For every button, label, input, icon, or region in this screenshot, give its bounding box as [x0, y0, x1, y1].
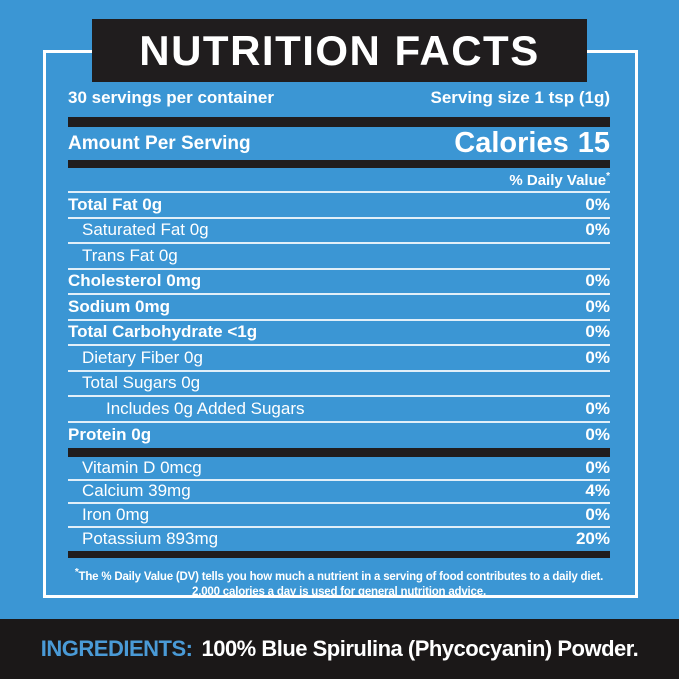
vitamin-value: 4%: [585, 481, 610, 501]
nutrient-value: 0%: [585, 220, 610, 240]
label-content: 30 servings per container Serving size 1…: [68, 88, 610, 599]
ingredients-text: 100% Blue Spirulina (Phycocyanin) Powder…: [201, 636, 639, 661]
nutrient-label: Saturated Fat 0g: [82, 220, 209, 240]
vitamin-row-potassium: Potassium 893mg 20%: [68, 528, 610, 552]
nutrient-label: Dietary Fiber 0g: [82, 347, 203, 367]
title-banner: NUTRITION FACTS: [92, 19, 587, 82]
ingredients-strip: INGREDIENTS: 100% Blue Spirulina (Phycoc…: [0, 619, 679, 679]
vitamin-row-iron: Iron 0mg 0%: [68, 504, 610, 528]
nutrient-label: Total Fat 0g: [68, 194, 163, 214]
vitamin-label: Iron 0mg: [82, 504, 150, 524]
footnote-text: The % Daily Value (DV) tells you how muc…: [78, 570, 604, 598]
serving-size: Serving size 1 tsp (1g): [430, 88, 611, 107]
nutrient-row-saturated-fat: Saturated Fat 0g 0%: [68, 219, 610, 244]
daily-value-label: % Daily Value: [509, 172, 607, 189]
servings-per-container: 30 servings per container: [68, 88, 274, 107]
vitamin-label: Potassium 893mg: [82, 529, 219, 549]
vitamin-value: 20%: [575, 529, 610, 549]
amount-per-serving-label: Amount Per Serving: [68, 132, 251, 154]
footnote-asterisk: *: [74, 567, 79, 578]
nutrient-value: 0%: [585, 322, 610, 342]
nutrient-label: Total Sugars 0g: [82, 373, 201, 393]
nutrient-row-sodium: Sodium 0mg 0%: [68, 295, 610, 321]
nutrient-row-trans-fat: Trans Fat 0g: [68, 244, 610, 270]
daily-value-asterisk: *: [606, 171, 610, 182]
nutrient-row-total-fat: Total Fat 0g 0%: [68, 193, 610, 219]
nutrient-row-added-sugars: Includes 0g Added Sugars 0%: [68, 397, 610, 423]
nutrient-value: 0%: [585, 347, 610, 367]
nutrient-row-dietary-fiber: Dietary Fiber 0g 0%: [68, 346, 610, 372]
nutrient-row-cholesterol: Cholesterol 0mg 0%: [68, 270, 610, 295]
vitamin-label: Calcium 39mg: [82, 481, 191, 501]
nutrient-row-total-sugars: Total Sugars 0g: [68, 372, 610, 397]
serving-info-row: 30 servings per container Serving size 1…: [68, 88, 610, 108]
nutrient-value: 0%: [585, 271, 610, 291]
vitamin-value: 0%: [585, 457, 610, 477]
nutrient-label: Includes 0g Added Sugars: [106, 398, 305, 418]
vitamin-row-vitamin-d: Vitamin D 0mcg 0%: [68, 457, 610, 481]
nutrient-label: Cholesterol 0mg: [68, 271, 202, 291]
nutrient-row-protein: Protein 0g 0%: [68, 423, 610, 449]
calories: Calories 15: [454, 127, 610, 160]
page-title: NUTRITION FACTS: [139, 26, 540, 74]
nutrient-label: Trans Fat 0g: [82, 245, 178, 265]
nutrient-value: 0%: [585, 398, 610, 418]
divider-bar-footnote: [68, 551, 610, 558]
nutrient-label: Protein 0g: [68, 425, 152, 445]
nutrient-value: 0%: [585, 425, 610, 445]
divider-bar-top: [68, 117, 610, 127]
divider-bar-vitamins: [68, 448, 610, 457]
calories-label: Calories: [454, 127, 569, 159]
ingredients-label: INGREDIENTS:: [40, 636, 193, 661]
nutrient-value: 0%: [585, 296, 610, 316]
nutrient-label: Sodium 0mg: [68, 296, 171, 316]
nutrient-value: 0%: [585, 194, 610, 214]
amount-per-serving-row: Amount Per Serving Calories 15: [68, 127, 610, 160]
nutrient-label: Total Carbohydrate <1g: [68, 322, 258, 342]
divider-bar-calories: [68, 160, 610, 168]
vitamin-label: Vitamin D 0mcg: [82, 457, 202, 477]
vitamin-value: 0%: [585, 504, 610, 524]
vitamin-row-calcium: Calcium 39mg 4%: [68, 481, 610, 504]
daily-value-footnote: *The % Daily Value (DV) tells you how mu…: [68, 567, 610, 599]
calories-value: 15: [577, 127, 610, 159]
daily-value-header: % Daily Value*: [68, 168, 610, 193]
nutrient-row-total-carbohydrate: Total Carbohydrate <1g 0%: [68, 321, 610, 346]
